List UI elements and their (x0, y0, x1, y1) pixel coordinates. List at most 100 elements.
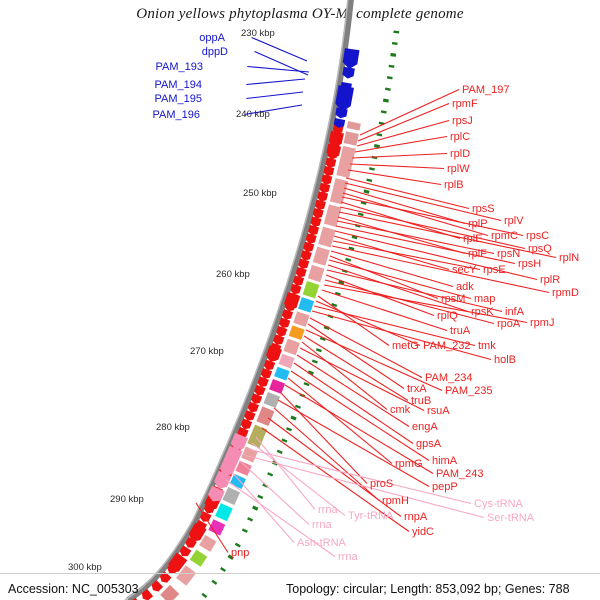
cog-category-box (176, 565, 197, 586)
gene-label-forward: yidC (412, 526, 434, 538)
gene-leader-line (296, 354, 410, 427)
cog-category-box (288, 325, 305, 341)
gene-label-forward: rplF (468, 248, 487, 260)
cog-category-box (302, 281, 320, 299)
gene-arrow-forward (323, 165, 335, 177)
cog-category-box (199, 534, 217, 552)
gene-label-rna: Tyr-tRNA (348, 510, 394, 522)
gene-arrow-forward (315, 199, 326, 210)
gene-label-rna: rrna (318, 504, 338, 516)
scale-tick-label: 230 kbp (241, 28, 275, 39)
gene-label-forward: map (474, 293, 495, 305)
gene-label-forward: rpmG (395, 458, 423, 470)
gene-leader-line (357, 102, 450, 142)
gene-arrow-forward (290, 283, 302, 295)
gene-leader-line (195, 502, 229, 553)
gene-label-forward: rplB (444, 179, 464, 191)
cog-category-box (278, 353, 295, 369)
gene-arrow-forward (250, 393, 263, 404)
gene-leader-line (339, 206, 526, 250)
cog-category-box (229, 473, 247, 490)
gene-label-forward: metG (392, 340, 419, 352)
gene-label-forward: proS (370, 478, 393, 490)
cog-category-box (346, 121, 361, 131)
cog-category-box (215, 503, 233, 522)
gene-label-forward: secY (452, 264, 477, 276)
gene-arrow-forward (317, 191, 329, 202)
reverse-gene-arrows (333, 48, 360, 128)
gene-label-forward: rpsJ (452, 115, 473, 127)
gene-leader-line (338, 211, 557, 259)
gene-leader-line (261, 427, 410, 532)
gene-arrow-forward (247, 401, 259, 413)
scale-tick-label: 250 kbp (243, 188, 277, 199)
gene-leader-line (349, 163, 445, 170)
gene-arrow-reverse (335, 85, 354, 113)
cog-category-box (160, 584, 180, 600)
gene-leader-line (324, 279, 495, 325)
gene-arrow-forward (305, 233, 317, 244)
gene-arrow-forward (141, 588, 154, 600)
gene-label-reverse: PAM_196 (153, 109, 201, 121)
cog-category-box (298, 297, 315, 313)
gene-arrow-forward (284, 292, 301, 311)
gene-label-reverse: PAM_195 (155, 93, 203, 105)
gene-arrow-forward (188, 522, 207, 542)
gene-leader-line (327, 264, 469, 313)
gene-leader-line (336, 220, 495, 255)
gene-arrow-forward (293, 275, 305, 286)
gene-label-forward: PAM_232 (423, 340, 471, 352)
gene-arrow-forward (276, 325, 288, 337)
gene-label-forward: rpmC (491, 230, 518, 242)
gene-leader-line (287, 377, 393, 464)
gene-arrow-forward (312, 208, 324, 219)
gene-label-forward: rpsC (526, 230, 549, 242)
gene-label-forward: rpsH (518, 258, 541, 270)
gene-arrow-rna (230, 432, 248, 451)
gene-label-rna: rrna (338, 551, 358, 563)
scale-tick-label: 290 kbp (110, 494, 144, 505)
gene-label-rna: rrna (312, 519, 332, 531)
gene-leader-line (255, 436, 316, 510)
genome-stats-text: Topology: circular; Length: 853,092 bp; … (286, 582, 570, 596)
gene-leader-line (337, 216, 466, 255)
gene-leader-line (315, 300, 421, 347)
gene-leader-line (307, 323, 405, 389)
gene-label-forward: rpmF (452, 98, 478, 110)
cog-category-box (283, 338, 301, 356)
gene-leader-line (321, 289, 448, 332)
gene-leader-line (311, 310, 492, 361)
gene-label-forward: gpsA (416, 438, 442, 450)
gene-label-forward: infA (505, 306, 525, 318)
gene-label-forward: rplD (450, 148, 470, 160)
cog-category-box (274, 366, 290, 381)
gene-leader-line (239, 460, 310, 525)
cog-category-box (222, 487, 241, 506)
cog-category-box (336, 145, 356, 178)
gene-arrow-forward (132, 597, 138, 600)
gene-arrow-rna (214, 470, 232, 489)
gene-label-reverse: dppD (202, 46, 228, 58)
gene-arrow-forward (321, 174, 333, 185)
cog-category-box (318, 226, 336, 248)
gene-leader-line (277, 399, 430, 487)
gene-leader-line (309, 317, 423, 378)
gene-label-rna: Asn-tRNA (297, 537, 347, 549)
rna-gene-arrows (208, 432, 248, 502)
gene-label-forward: truA (450, 325, 471, 337)
gene-arrow-forward (179, 545, 192, 557)
gene-label-forward: PAM_243 (436, 468, 484, 480)
gene-leader-line (335, 225, 516, 265)
gene-label-rna: Ser-tRNA (487, 512, 535, 524)
cog-category-box (247, 424, 268, 449)
cog-category-box (323, 204, 342, 228)
scale-tick-label: 240 kbp (236, 109, 270, 120)
gene-arrow-forward (328, 130, 344, 147)
gene-leader-line (328, 259, 472, 300)
gene-label-rna: Cys-tRNA (474, 498, 524, 510)
gene-arrow-reverse (342, 66, 355, 79)
gene-label-reverse: oppA (199, 32, 225, 44)
gene-label-forward: rnpA (404, 511, 428, 523)
